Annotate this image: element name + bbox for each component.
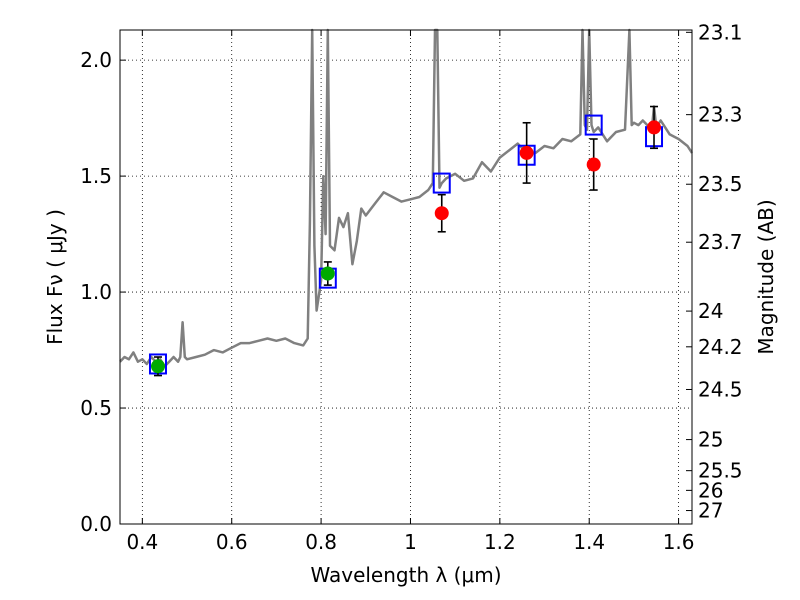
model-photometry-square — [432, 172, 451, 194]
right-tick-label: 24 — [698, 299, 723, 323]
right-tick-label: 23.1 — [698, 20, 743, 44]
right-tick-label: 24.5 — [698, 377, 743, 401]
right-tick-label: 25.5 — [698, 459, 743, 483]
model-spectrum-line — [119, 28, 694, 368]
right-tick-label: 25 — [698, 428, 723, 452]
series-layer — [119, 28, 694, 368]
tick-layer: 0.4 0.6 0.8 1 1.2 1.4 1.6 0.0 0.5 1.0 1.5 2.0 23.1 23… — [80, 20, 742, 554]
x-tick-label: 1 — [404, 530, 417, 554]
right-tick-label: 23.5 — [698, 172, 743, 196]
x-tick-label: 0.6 — [216, 530, 248, 554]
observed-photometry-point — [519, 145, 534, 160]
right-axis-title: Magnitude (AB) — [754, 199, 778, 354]
right-tick-label: 23.3 — [698, 103, 743, 127]
x-axis-title: Wavelength λ (μm) — [310, 563, 501, 587]
observed-photometry-point — [320, 266, 335, 281]
y-tick-label: 0.0 — [80, 512, 112, 536]
plot-frame — [119, 29, 693, 525]
x-tick-label: 1.4 — [573, 530, 605, 554]
observed-photometry-point — [150, 359, 165, 374]
observed-photometry-point — [647, 120, 662, 135]
y-tick-label: 0.5 — [80, 396, 112, 420]
observed-photometry-point — [434, 206, 449, 221]
grid-layer — [120, 30, 692, 525]
x-tick-label: 1.6 — [663, 530, 695, 554]
right-tick-label: 24.2 — [698, 335, 743, 359]
y-axis-title: Flux Fν ( μJy ) — [43, 209, 67, 345]
y-tick-label: 1.5 — [80, 164, 112, 188]
x-tick-label: 0.4 — [126, 530, 158, 554]
x-tick-label: 1.2 — [484, 530, 516, 554]
right-tick-label: 26 — [698, 478, 723, 502]
observed-photometry-point — [586, 157, 601, 172]
x-tick-label: 0.8 — [305, 530, 337, 554]
y-tick-label: 1.0 — [80, 280, 112, 304]
right-tick-label: 23.7 — [698, 230, 743, 254]
right-tick-label: 27 — [698, 499, 723, 523]
marker-layer — [148, 105, 664, 377]
model-photometry-square — [584, 114, 603, 136]
y-tick-label: 2.0 — [80, 48, 112, 72]
